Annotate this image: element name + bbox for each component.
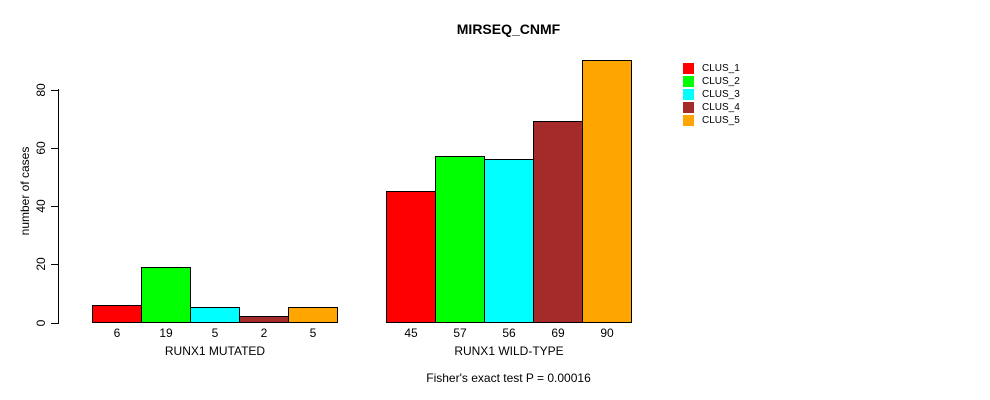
- legend: CLUS_1 CLUS_2 CLUS_3 CLUS_4 CLUS_5: [683, 63, 813, 135]
- legend-color-swatch: [683, 115, 694, 126]
- legend-color-swatch: [683, 63, 694, 74]
- legend-item: CLUS_3: [683, 89, 803, 101]
- y-axis-tick: [51, 264, 59, 265]
- legend-color-swatch: [683, 89, 694, 100]
- y-axis-tick: [51, 206, 59, 207]
- legend-item-label: CLUS_1: [702, 63, 740, 74]
- legend-item: CLUS_5: [683, 115, 803, 127]
- x-group-label: RUNX1 MUTATED: [164, 344, 266, 358]
- fisher-test-caption: Fisher's exact test P = 0.00016: [426, 371, 591, 385]
- bar-value-label: 57: [453, 326, 467, 340]
- bar-CLUS_3: [190, 307, 240, 323]
- bar-value-label: 45: [404, 326, 418, 340]
- bar-CLUS_5: [288, 307, 338, 323]
- bar-CLUS_2: [141, 267, 191, 323]
- bar-CLUS_4: [533, 121, 583, 323]
- legend-color-swatch: [683, 76, 694, 87]
- legend-item: CLUS_2: [683, 76, 803, 88]
- legend-item-label: CLUS_2: [702, 76, 740, 87]
- y-axis-tick: [51, 323, 59, 324]
- legend-item-label: CLUS_5: [702, 115, 740, 126]
- bar-value-label: 5: [211, 326, 219, 340]
- y-tick-label: 20: [33, 257, 48, 271]
- y-tick-label: 0: [33, 319, 48, 326]
- bar-value-label: 5: [309, 326, 317, 340]
- y-tick-label: 80: [33, 82, 48, 97]
- chart-title: MIRSEQ_CNMF: [456, 21, 561, 37]
- bar-CLUS_2: [435, 156, 485, 323]
- bar-value-label: 90: [600, 326, 614, 340]
- bar-CLUS_4: [239, 316, 289, 323]
- bar-value-label: 56: [502, 326, 516, 340]
- legend-item-label: CLUS_4: [702, 102, 740, 113]
- bar-value-label: 2: [260, 326, 268, 340]
- bar-value-label: 69: [551, 326, 565, 340]
- bar-CLUS_1: [92, 305, 142, 323]
- bar-value-label: 6: [113, 326, 121, 340]
- bar-CLUS_1: [386, 191, 436, 323]
- y-tick-label: 60: [33, 141, 48, 155]
- legend-item: CLUS_1: [683, 63, 803, 75]
- x-group-label: RUNX1 WILD-TYPE: [454, 344, 564, 358]
- legend-item: CLUS_4: [683, 102, 803, 114]
- bar-CLUS_5: [582, 60, 632, 323]
- y-axis-tick: [51, 90, 59, 91]
- legend-color-swatch: [683, 102, 694, 113]
- y-tick-label: 40: [33, 199, 48, 213]
- bar-CLUS_3: [484, 159, 534, 323]
- bar-value-label: 19: [159, 326, 173, 340]
- legend-item-label: CLUS_3: [702, 89, 740, 100]
- y-axis-tick: [51, 148, 59, 149]
